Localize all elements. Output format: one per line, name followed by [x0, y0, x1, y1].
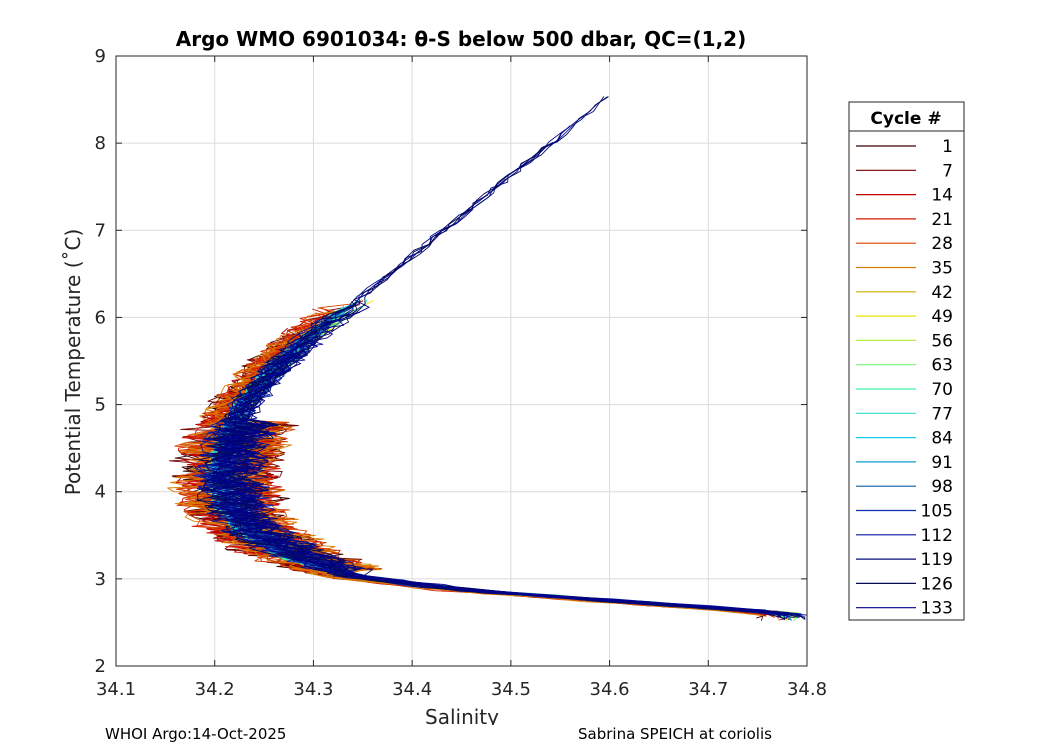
legend-entry-label: 77 [931, 404, 953, 424]
chart-title: Argo WMO 6901034: θ-S below 500 dbar, QC… [176, 27, 746, 51]
x-axis-label: Salinity [425, 705, 499, 725]
cycle-trace [208, 351, 787, 617]
y-tick-label: 4 [95, 482, 106, 503]
legend-entry-label: 28 [931, 234, 953, 254]
legend-entry-label: 63 [931, 356, 953, 376]
legend-entry-label: 91 [931, 453, 953, 473]
y-tick-label: 9 [95, 46, 106, 67]
legend-entry-label: 133 [921, 599, 953, 619]
legend-entry-label: 42 [931, 283, 953, 303]
x-tick-label: 34.8 [787, 679, 827, 700]
legend-title: Cycle # [870, 109, 941, 129]
y-tick-label: 8 [95, 133, 106, 154]
legend-box [848, 101, 965, 621]
legend-entry-label: 49 [931, 307, 953, 327]
x-tick-label: 34.2 [195, 679, 235, 700]
cycle-trace [204, 132, 786, 621]
legend-entry-label: 56 [931, 331, 953, 351]
cycle-trace [202, 330, 789, 614]
y-tick-label: 6 [95, 307, 106, 328]
y-tick-label: 5 [95, 395, 106, 416]
footer-right: Sabrina SPEICH at coriolis [578, 725, 772, 743]
x-tick-label: 34.6 [590, 679, 630, 700]
legend-entry-label: 21 [931, 210, 953, 230]
legend-entry-label: 119 [921, 550, 953, 570]
y-tick-label: 7 [95, 220, 106, 241]
axis-ticks: 34.1 34.2 34.3 34.4 34.5 34.6 34.7 34.8 2 3 4 5 6 7 8 9 [95, 46, 827, 700]
footer-left: WHOI Argo:14-Oct-2025 [105, 725, 287, 743]
cycle-trace [208, 309, 760, 612]
cycle-trace [209, 301, 800, 618]
x-tick-label: 34.3 [293, 679, 333, 700]
legend-entry-label: 1 [942, 137, 953, 157]
legend-entry-label: 35 [931, 259, 953, 279]
cycle-trace [215, 311, 766, 611]
legend-entry-label: 105 [921, 502, 953, 522]
y-axis-label: Potential Temperature (˚C) [61, 229, 85, 496]
chart: 34.1 34.2 34.3 34.4 34.5 34.6 34.7 34.823456789… [61, 27, 965, 725]
legend-entry-label: 7 [942, 161, 953, 181]
data-lines [167, 96, 808, 622]
legend-entry-label: 14 [931, 186, 953, 206]
legend-entry-label: 70 [931, 380, 953, 400]
legend-entry-label: 84 [931, 429, 953, 449]
x-tick-label: 34.1 [96, 679, 136, 700]
legend-entry-label: 98 [931, 477, 953, 497]
legend-entry-label: 112 [921, 526, 953, 546]
legend-entry-label: 126 [921, 574, 953, 594]
cycle-trace [167, 342, 779, 617]
x-tick-label: 34.4 [392, 679, 432, 700]
x-tick-label: 34.7 [688, 679, 728, 700]
y-tick-label: 2 [95, 656, 106, 677]
x-tick-label: 34.5 [491, 679, 531, 700]
plot-area-frame [115, 55, 808, 667]
legend: Cycle # 1 7 14 21 28 35 42 49 56 63 70 77 84 91 98 105 1… [848, 101, 965, 621]
y-tick-label: 3 [95, 569, 106, 590]
